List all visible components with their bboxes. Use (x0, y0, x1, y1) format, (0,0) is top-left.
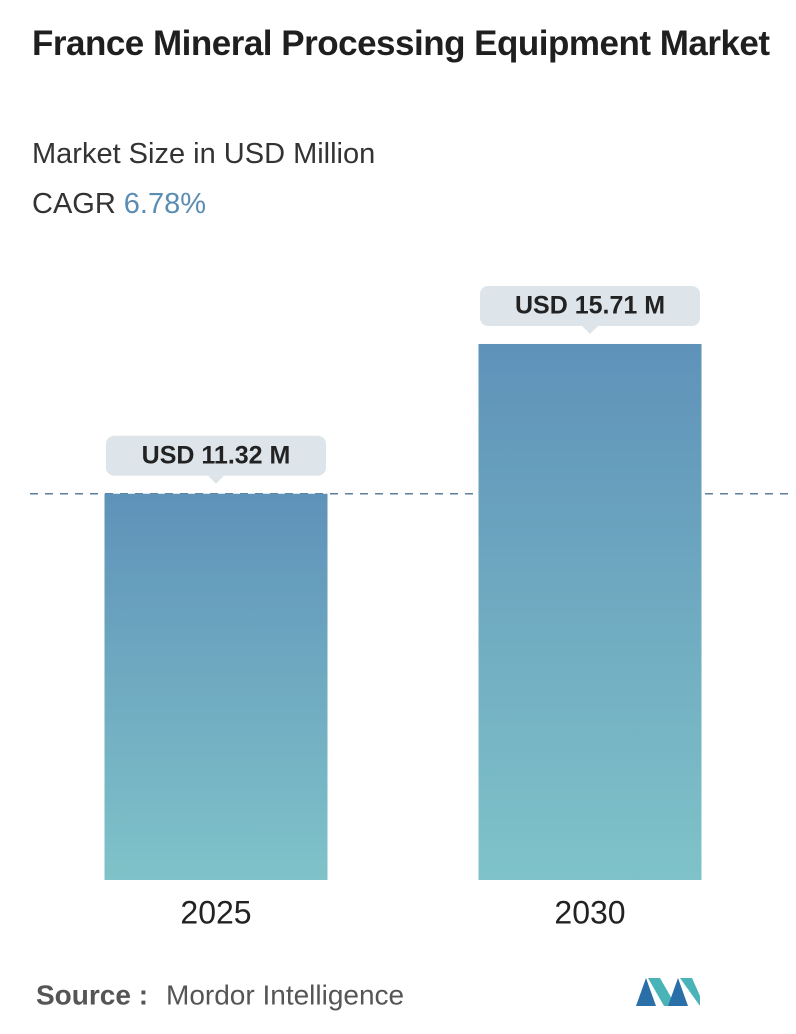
source: Mordor Intelligence (166, 979, 404, 1010)
value-label: USD 11.32 M (142, 441, 291, 469)
cagr-label: CAGR (32, 188, 116, 220)
logo (636, 978, 700, 1006)
bar (478, 343, 702, 880)
subtitle: Market Size in USD Million (32, 138, 376, 170)
value-label-bg (106, 435, 326, 476)
bar (104, 493, 328, 880)
cagr-value: 6.78% (123, 188, 207, 220)
value-label-pointer (582, 325, 598, 334)
chart-title: France Mineral Processing Equipment Mark… (32, 24, 770, 63)
value-label-bg (480, 285, 700, 326)
value-label-pointer (208, 475, 224, 484)
cagr: CAGR 6.78% (32, 188, 206, 221)
value-label: USD 15.71 M (515, 292, 665, 320)
x-tick-label: 2025 (180, 894, 251, 930)
x-tick-label: 2030 (554, 894, 625, 930)
source-label: Source : (36, 979, 148, 1010)
